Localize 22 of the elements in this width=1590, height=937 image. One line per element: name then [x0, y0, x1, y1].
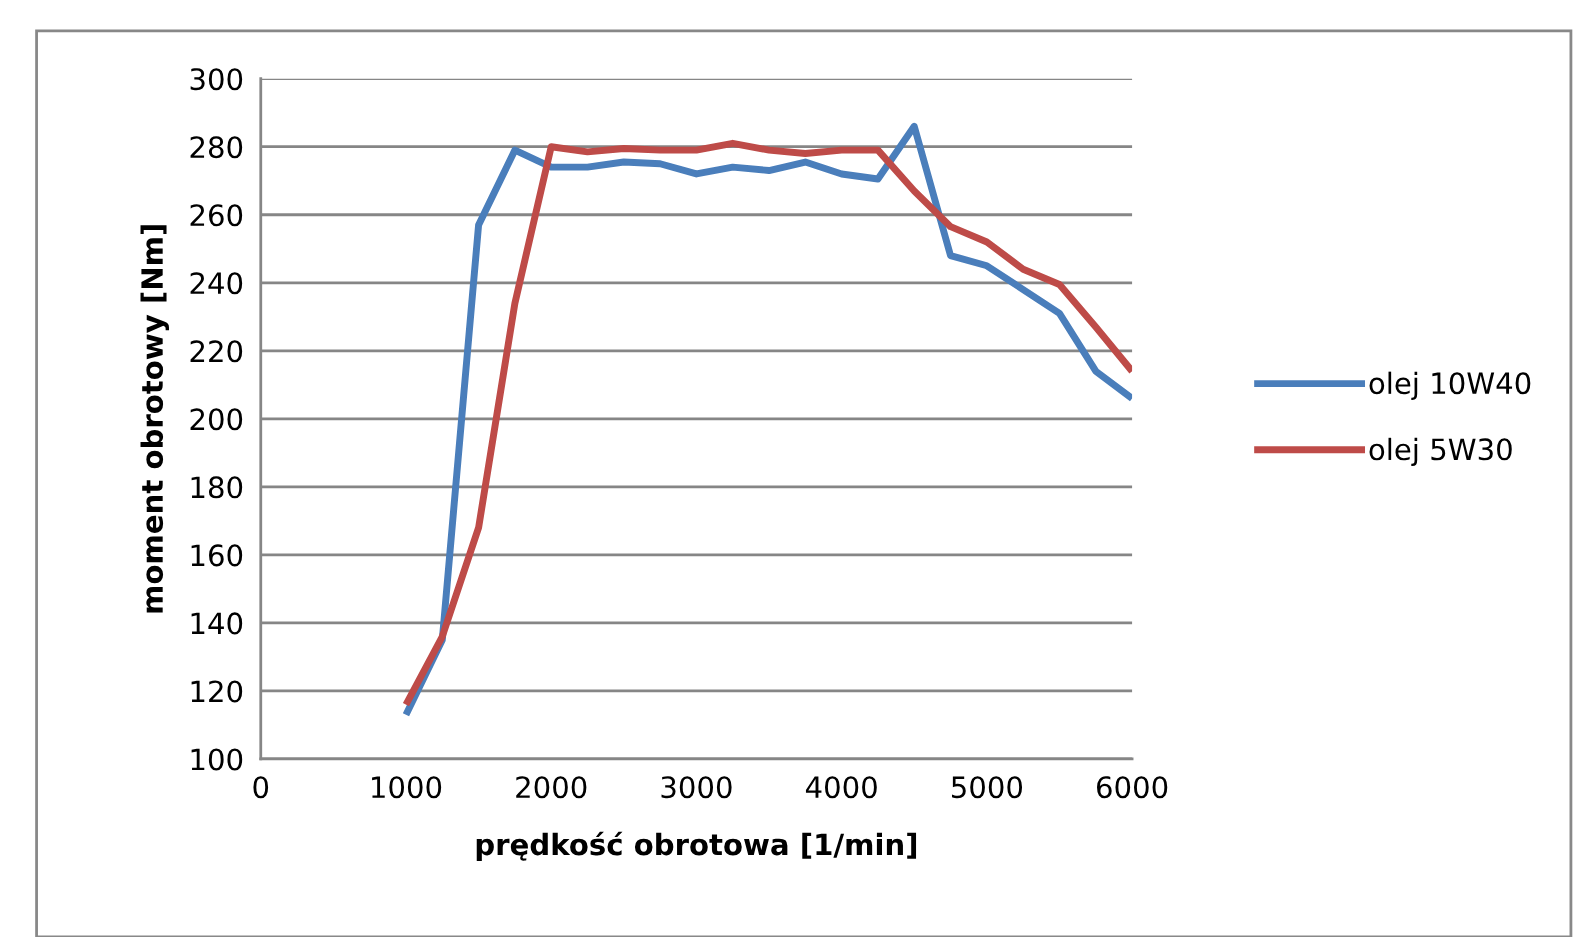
y-tick-label: 280 — [190, 136, 243, 159]
y-axis-title: moment obrotowy [Nm] — [140, 225, 169, 613]
y-tick-label: 180 — [191, 476, 243, 499]
legend-label: olej 10W40 — [1369, 371, 1531, 400]
y-tick-label: 220 — [190, 340, 243, 363]
x-tick-label: 5000 — [952, 776, 1023, 799]
y-tick-label: 140 — [191, 612, 243, 635]
y-tick-label: 100 — [191, 748, 243, 771]
x-tick-label: 1000 — [372, 776, 442, 799]
x-tick-label: 0 — [253, 776, 269, 799]
y-tick-label: 120 — [191, 680, 243, 703]
y-tick-label: 300 — [190, 68, 243, 91]
legend-label: olej 5W30 — [1369, 437, 1512, 467]
x-tick-label: 6000 — [1097, 776, 1168, 799]
x-tick-label: 4000 — [805, 776, 877, 799]
y-tick-label: 160 — [191, 544, 243, 567]
y-tick-label: 200 — [190, 408, 243, 431]
x-axis-title: prędkość obrotowa [1/min] — [476, 831, 917, 862]
x-tick-label: 2000 — [516, 776, 587, 799]
y-tick-label: 240 — [190, 272, 243, 295]
x-tick-label: 3000 — [661, 776, 732, 799]
y-tick-label: 260 — [190, 204, 243, 227]
